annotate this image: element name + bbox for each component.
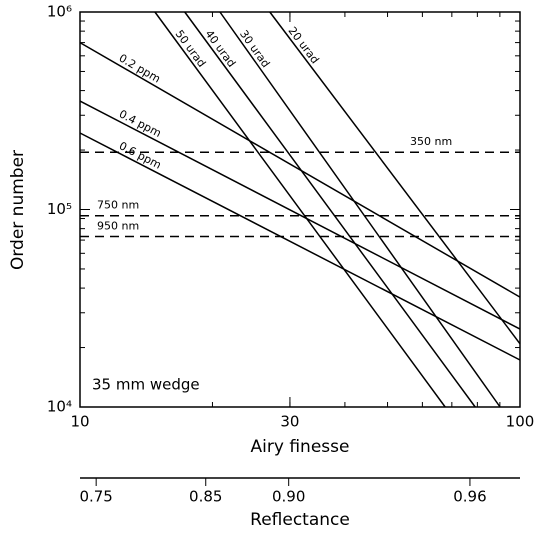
x-axis-label: Airy finesse xyxy=(251,437,350,457)
x-tick-label: 100 xyxy=(506,413,535,431)
series-label: 350 nm xyxy=(410,135,452,148)
y-tick-label: 10⁶ xyxy=(47,3,72,21)
series-label: 30 urad xyxy=(237,28,272,70)
line xyxy=(79,132,521,361)
x2-tick-label: 0.90 xyxy=(272,488,305,506)
y-axis-label: Order number xyxy=(8,150,28,270)
x2-tick-label: 0.85 xyxy=(189,488,222,506)
x2-tick-label: 0.96 xyxy=(453,488,486,506)
line xyxy=(79,100,521,330)
series-label: 20 urad xyxy=(286,24,322,66)
series-label: 750 nm xyxy=(97,199,139,212)
line xyxy=(154,11,446,408)
annotation: 35 mm wedge xyxy=(92,376,200,394)
x-tick-label: 30 xyxy=(280,413,299,431)
x-tick-label: 10 xyxy=(70,413,89,431)
x2-axis-label: Reflectance xyxy=(250,510,350,530)
line xyxy=(184,11,476,408)
line xyxy=(219,11,501,408)
series-label: 40 urad xyxy=(202,28,238,70)
x2-tick-label: 0.75 xyxy=(79,488,112,506)
y-tick-label: 10⁵ xyxy=(47,200,72,218)
line xyxy=(269,11,521,345)
series-label: 950 nm xyxy=(97,219,139,232)
y-tick-label: 10⁴ xyxy=(47,398,72,416)
